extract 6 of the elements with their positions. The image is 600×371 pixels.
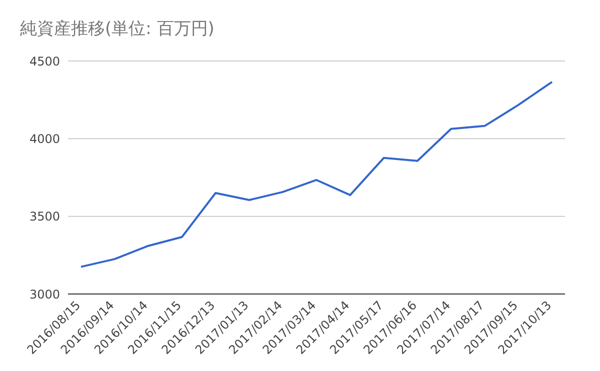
- chart-title: 純資産推移(単位: 百万円): [20, 18, 214, 40]
- y-tick-label: 3500: [29, 210, 60, 224]
- y-tick-label: 4500: [29, 54, 60, 68]
- y-tick-label: 4000: [29, 132, 60, 146]
- y-tick-label: 3000: [29, 287, 60, 302]
- line-series: [80, 80, 553, 268]
